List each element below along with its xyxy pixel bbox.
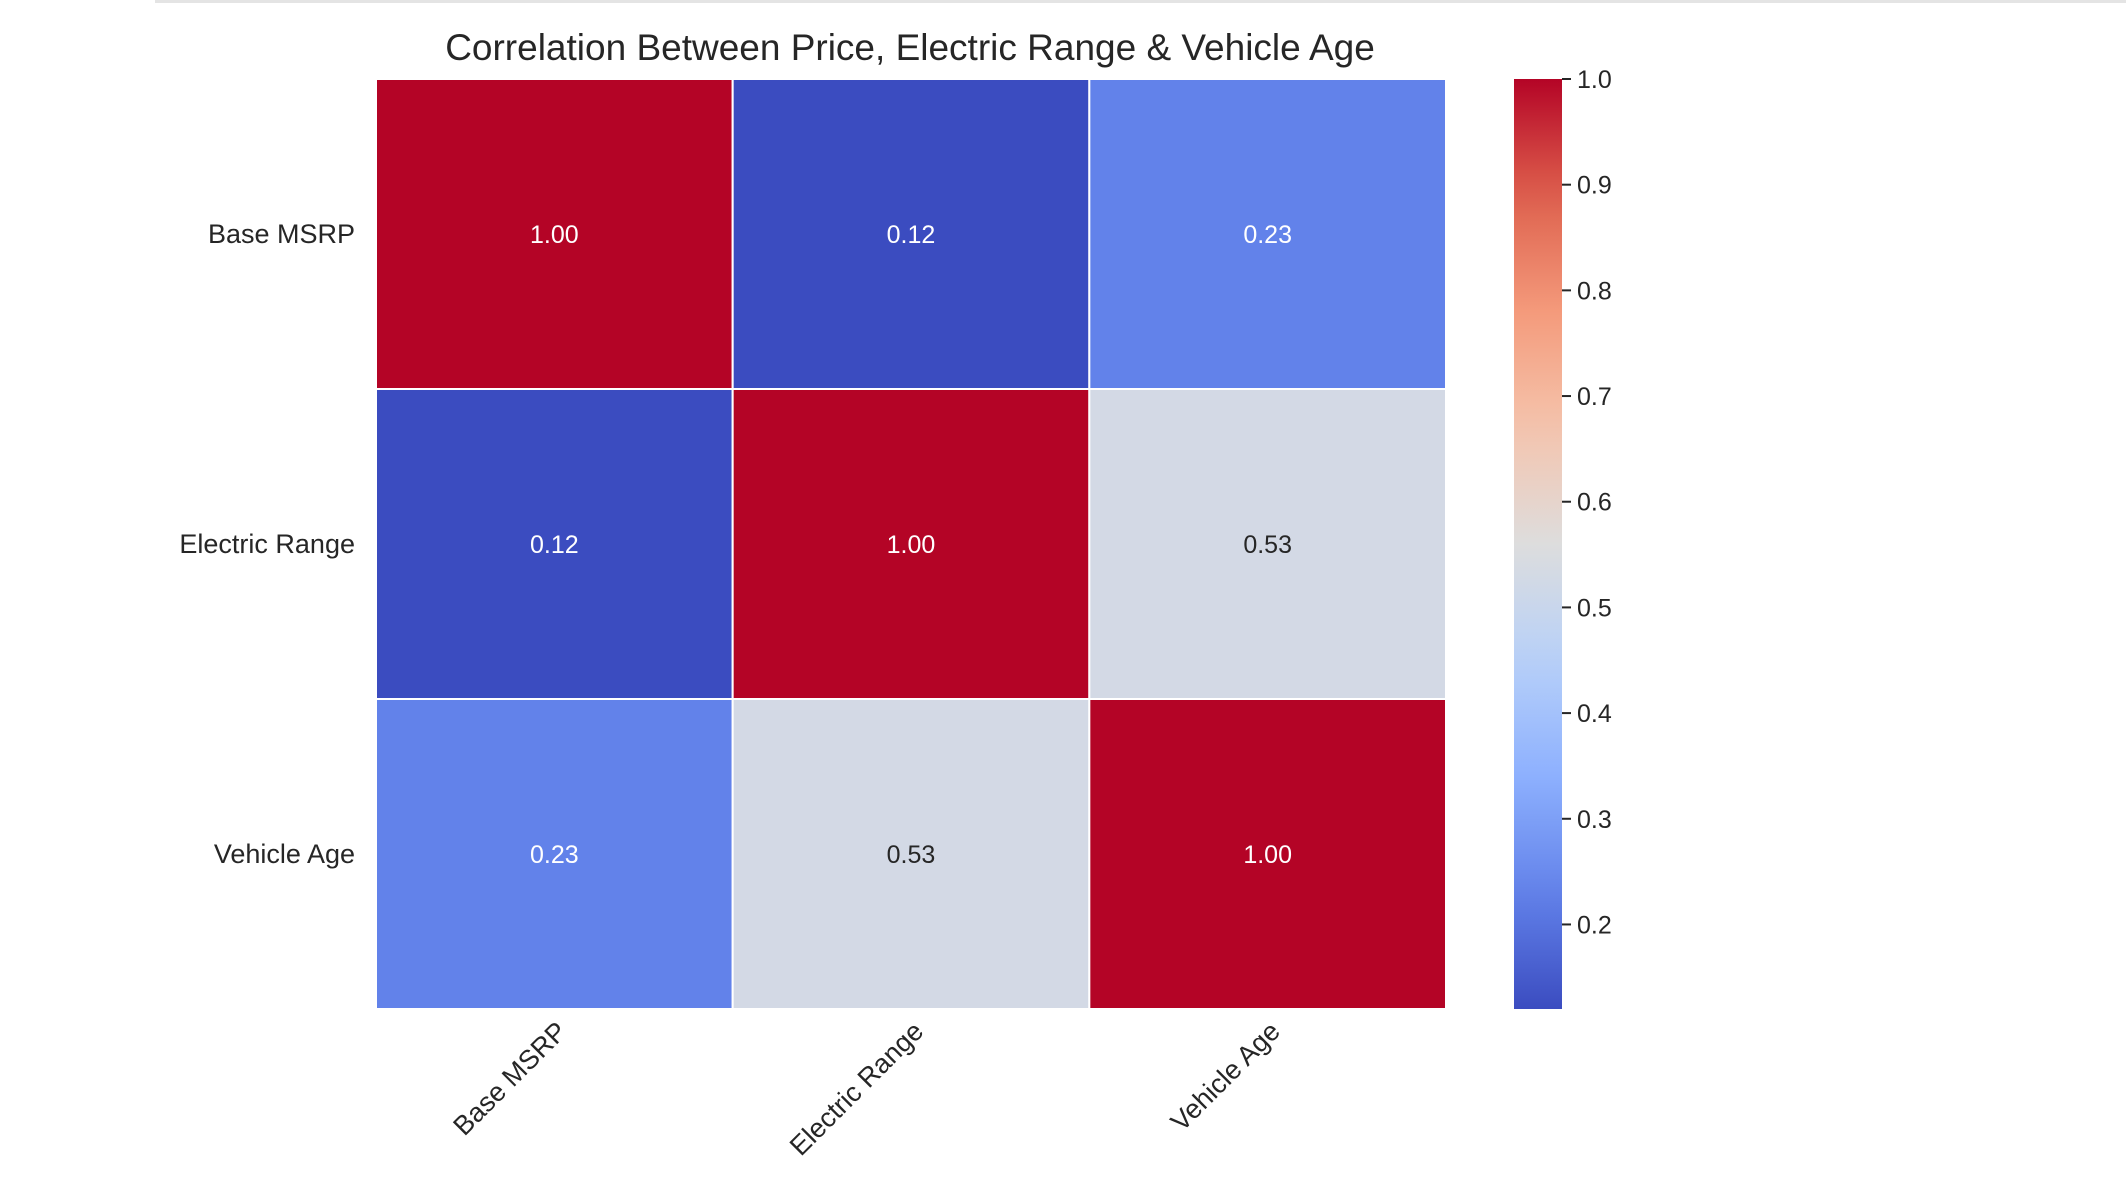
x-tick-label-electric-range: Electric Range — [784, 1016, 929, 1161]
y-tick-label-vehicle-age: Vehicle Age — [214, 839, 355, 869]
chart-title: Correlation Between Price, Electric Rang… — [445, 27, 1375, 68]
y-tick-label-base-msrp: Base MSRP — [208, 219, 355, 249]
colorbar-tick-label: 0.3 — [1577, 806, 1612, 834]
x-tick-label-vehicle-age: Vehicle Age — [1165, 1016, 1286, 1137]
colorbar-tick-label: 0.7 — [1577, 383, 1612, 411]
colorbar: 0.2 0.3 0.4 0.5 0.6 0.7 0.8 0.9 1.0 — [1514, 66, 1612, 1009]
heatmap-grid: 1.00 0.12 0.23 0.12 1.00 0.53 0.23 0.53 1.00 — [375, 78, 1448, 1010]
heatmap-cell-base-msrp-vehicle-age — [1088, 78, 1448, 390]
heatmap-value-label: 1.00 — [530, 221, 579, 249]
heatmap-cell-base-msrp-base-msrp — [375, 78, 734, 390]
heatmap-value-label: 0.23 — [530, 841, 579, 869]
colorbar-tick-label: 0.8 — [1577, 277, 1612, 305]
colorbar-tick-label: 0.2 — [1577, 911, 1612, 939]
x-tick-label-base-msrp: Base MSRP — [447, 1016, 572, 1141]
heatmap-value-label: 0.23 — [1243, 221, 1292, 249]
heatmap-cell-vehicle-age-electric-range — [731, 698, 1091, 1010]
colorbar-tick-label: 0.6 — [1577, 489, 1612, 517]
heatmap-cell-vehicle-age-vehicle-age — [1088, 698, 1448, 1010]
y-tick-label-electric-range: Electric Range — [179, 529, 355, 559]
heatmap-cell-vehicle-age-base-msrp — [375, 698, 734, 1010]
heatmap-value-label: 0.53 — [887, 841, 936, 869]
colorbar-tick-label: 0.4 — [1577, 700, 1612, 728]
heatmap-value-label: 1.00 — [887, 531, 936, 559]
notebook-cell-border — [155, 0, 2126, 3]
heatmap-value-label: 1.00 — [1243, 841, 1292, 869]
colorbar-tick-label: 1.0 — [1577, 66, 1612, 94]
colorbar-gradient — [1514, 79, 1562, 1009]
heatmap-value-label: 0.12 — [887, 221, 936, 249]
heatmap-cell-base-msrp-electric-range — [731, 78, 1091, 390]
heatmap-value-label: 0.12 — [530, 531, 579, 559]
colorbar-tick-label: 0.9 — [1577, 172, 1612, 200]
heatmap-value-label: 0.53 — [1243, 531, 1292, 559]
colorbar-tick-label: 0.5 — [1577, 594, 1612, 622]
